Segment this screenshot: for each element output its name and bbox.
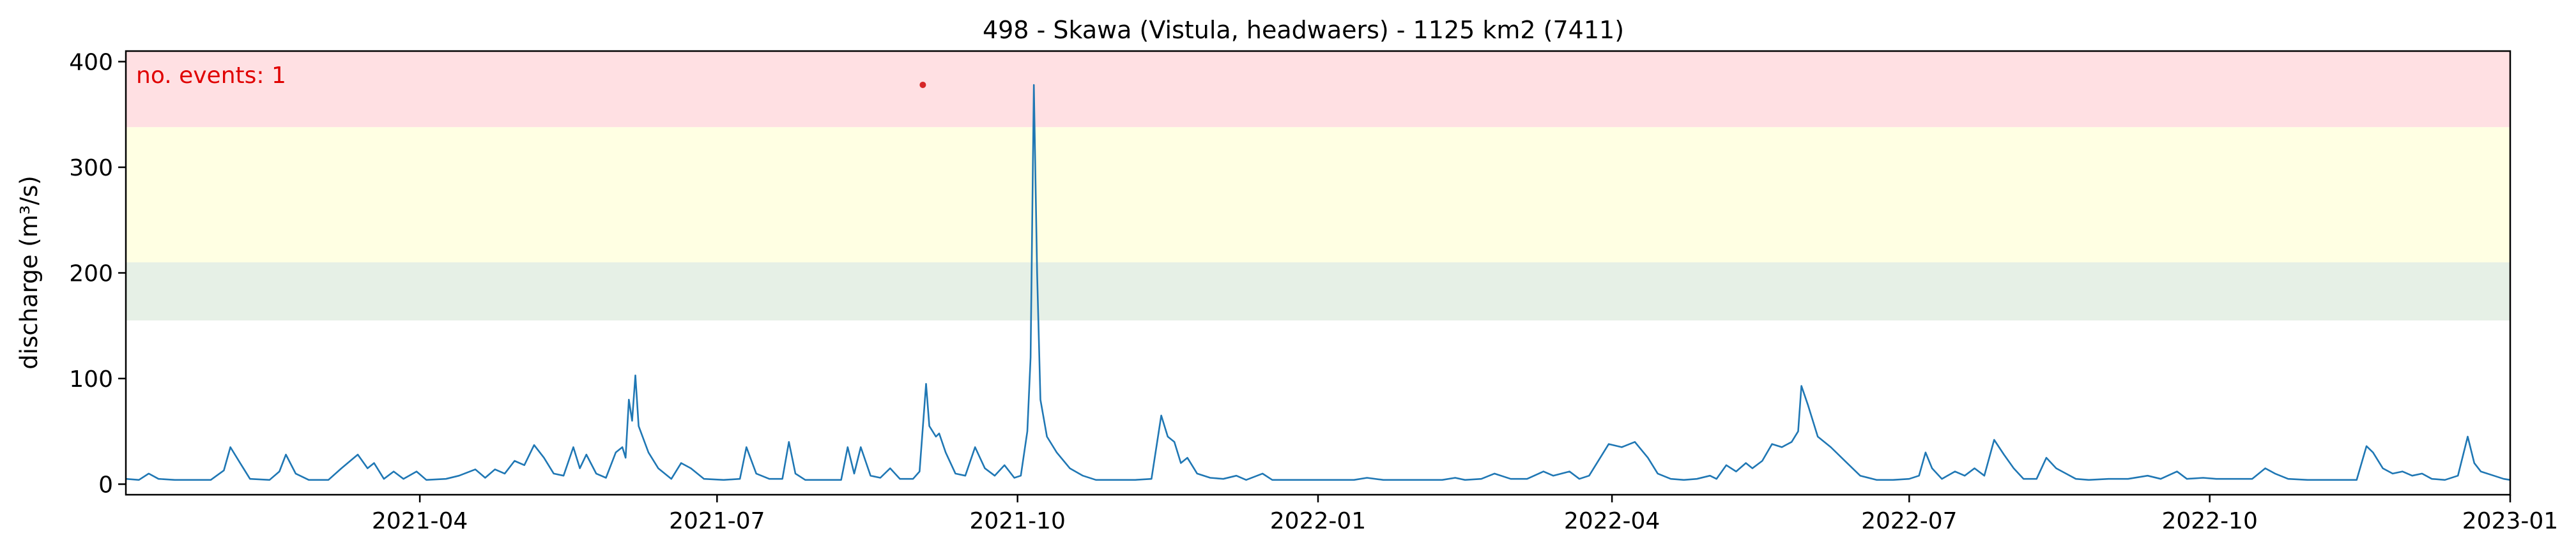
x-tick-label: 2022-01 xyxy=(1270,508,1366,534)
y-tick-label: 200 xyxy=(69,261,113,287)
event-marker xyxy=(919,81,926,88)
threshold-band-0 xyxy=(126,262,2510,320)
x-axis: 2021-04 2021-07 2021-10 2022-01 2022-04 2022-… xyxy=(372,495,2558,534)
y-tick-label: 100 xyxy=(69,366,113,393)
chart-title: 498 - Skawa (Vistula, headwaers) - 1125 … xyxy=(983,16,1624,44)
threshold-band-1 xyxy=(126,127,2510,262)
x-tick-label: 2021-04 xyxy=(372,508,468,534)
threshold-bands xyxy=(126,51,2510,320)
x-tick-label: 2022-04 xyxy=(1564,508,1660,534)
event-count-annotation: no. events: 1 xyxy=(136,63,286,89)
discharge-series xyxy=(125,84,2511,481)
discharge-line-0 xyxy=(125,84,2511,481)
threshold-band-2 xyxy=(126,51,2510,128)
y-axis: 0 100 200 300 400 xyxy=(69,50,126,498)
x-tick-label: 2023-01 xyxy=(2462,508,2558,534)
y-tick-label: 300 xyxy=(69,155,113,181)
y-tick-label: 400 xyxy=(69,50,113,76)
y-tick-label: 0 xyxy=(98,472,113,498)
x-tick-label: 2021-07 xyxy=(669,508,765,534)
x-tick-label: 2021-10 xyxy=(969,508,1065,534)
x-tick-label: 2022-10 xyxy=(2161,508,2257,534)
y-axis-label: discharge (m³/s) xyxy=(15,176,43,370)
event-markers xyxy=(919,81,926,88)
x-tick-label: 2022-07 xyxy=(1861,508,1957,534)
